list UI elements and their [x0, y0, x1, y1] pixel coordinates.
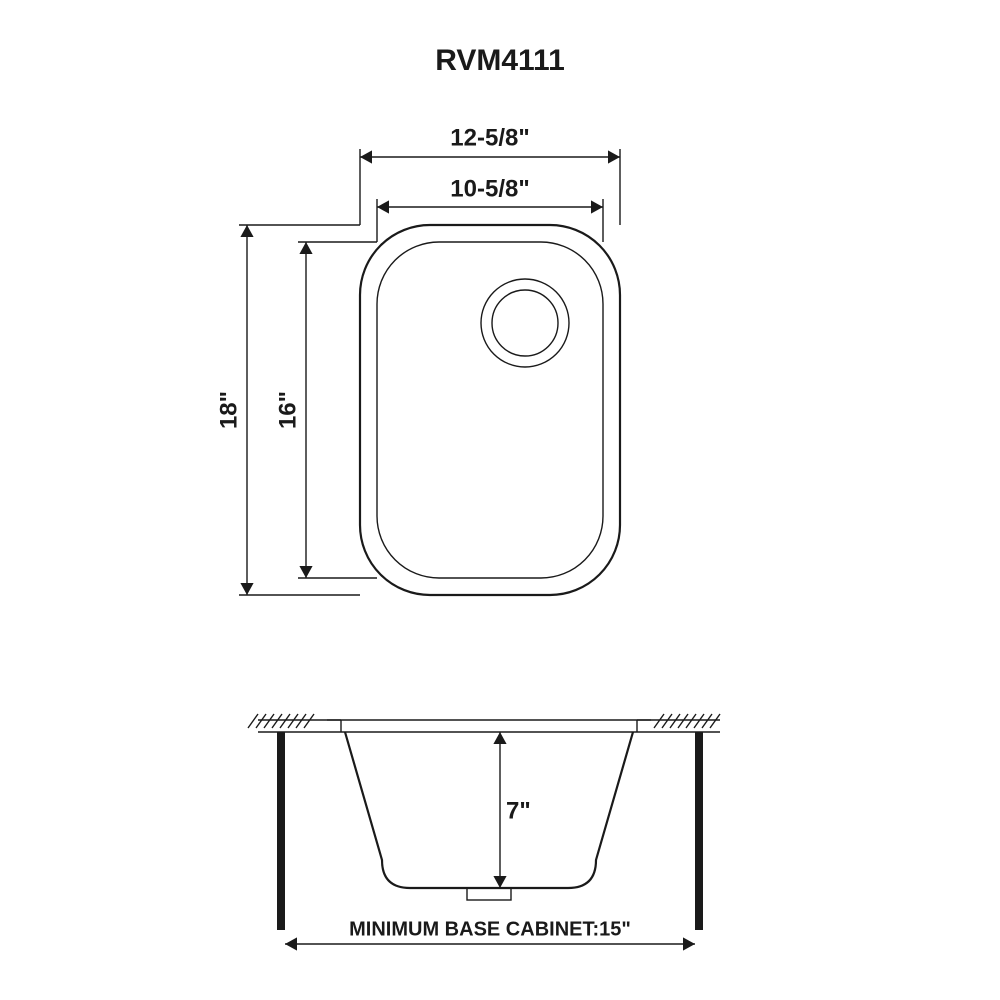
drain-inner	[492, 290, 558, 356]
dim-outer-height: 18"	[215, 391, 242, 429]
dim-inner-height: 16"	[274, 391, 301, 429]
cabinet-leg-left	[277, 732, 285, 930]
sink-outer-rim	[360, 225, 620, 595]
dim-depth: 7"	[506, 797, 531, 824]
sink-inner-bowl	[377, 242, 603, 578]
footer-label: MINIMUM BASE CABINET:15"	[349, 918, 631, 940]
drain-side	[467, 888, 511, 900]
diagram-title: RVM4111	[435, 44, 565, 77]
cabinet-leg-right	[695, 732, 703, 930]
bowl-side-profile	[345, 732, 633, 888]
drain-outer	[481, 279, 569, 367]
dim-inner-width: 10-5/8"	[450, 175, 529, 202]
dim-outer-width: 12-5/8"	[450, 124, 529, 151]
